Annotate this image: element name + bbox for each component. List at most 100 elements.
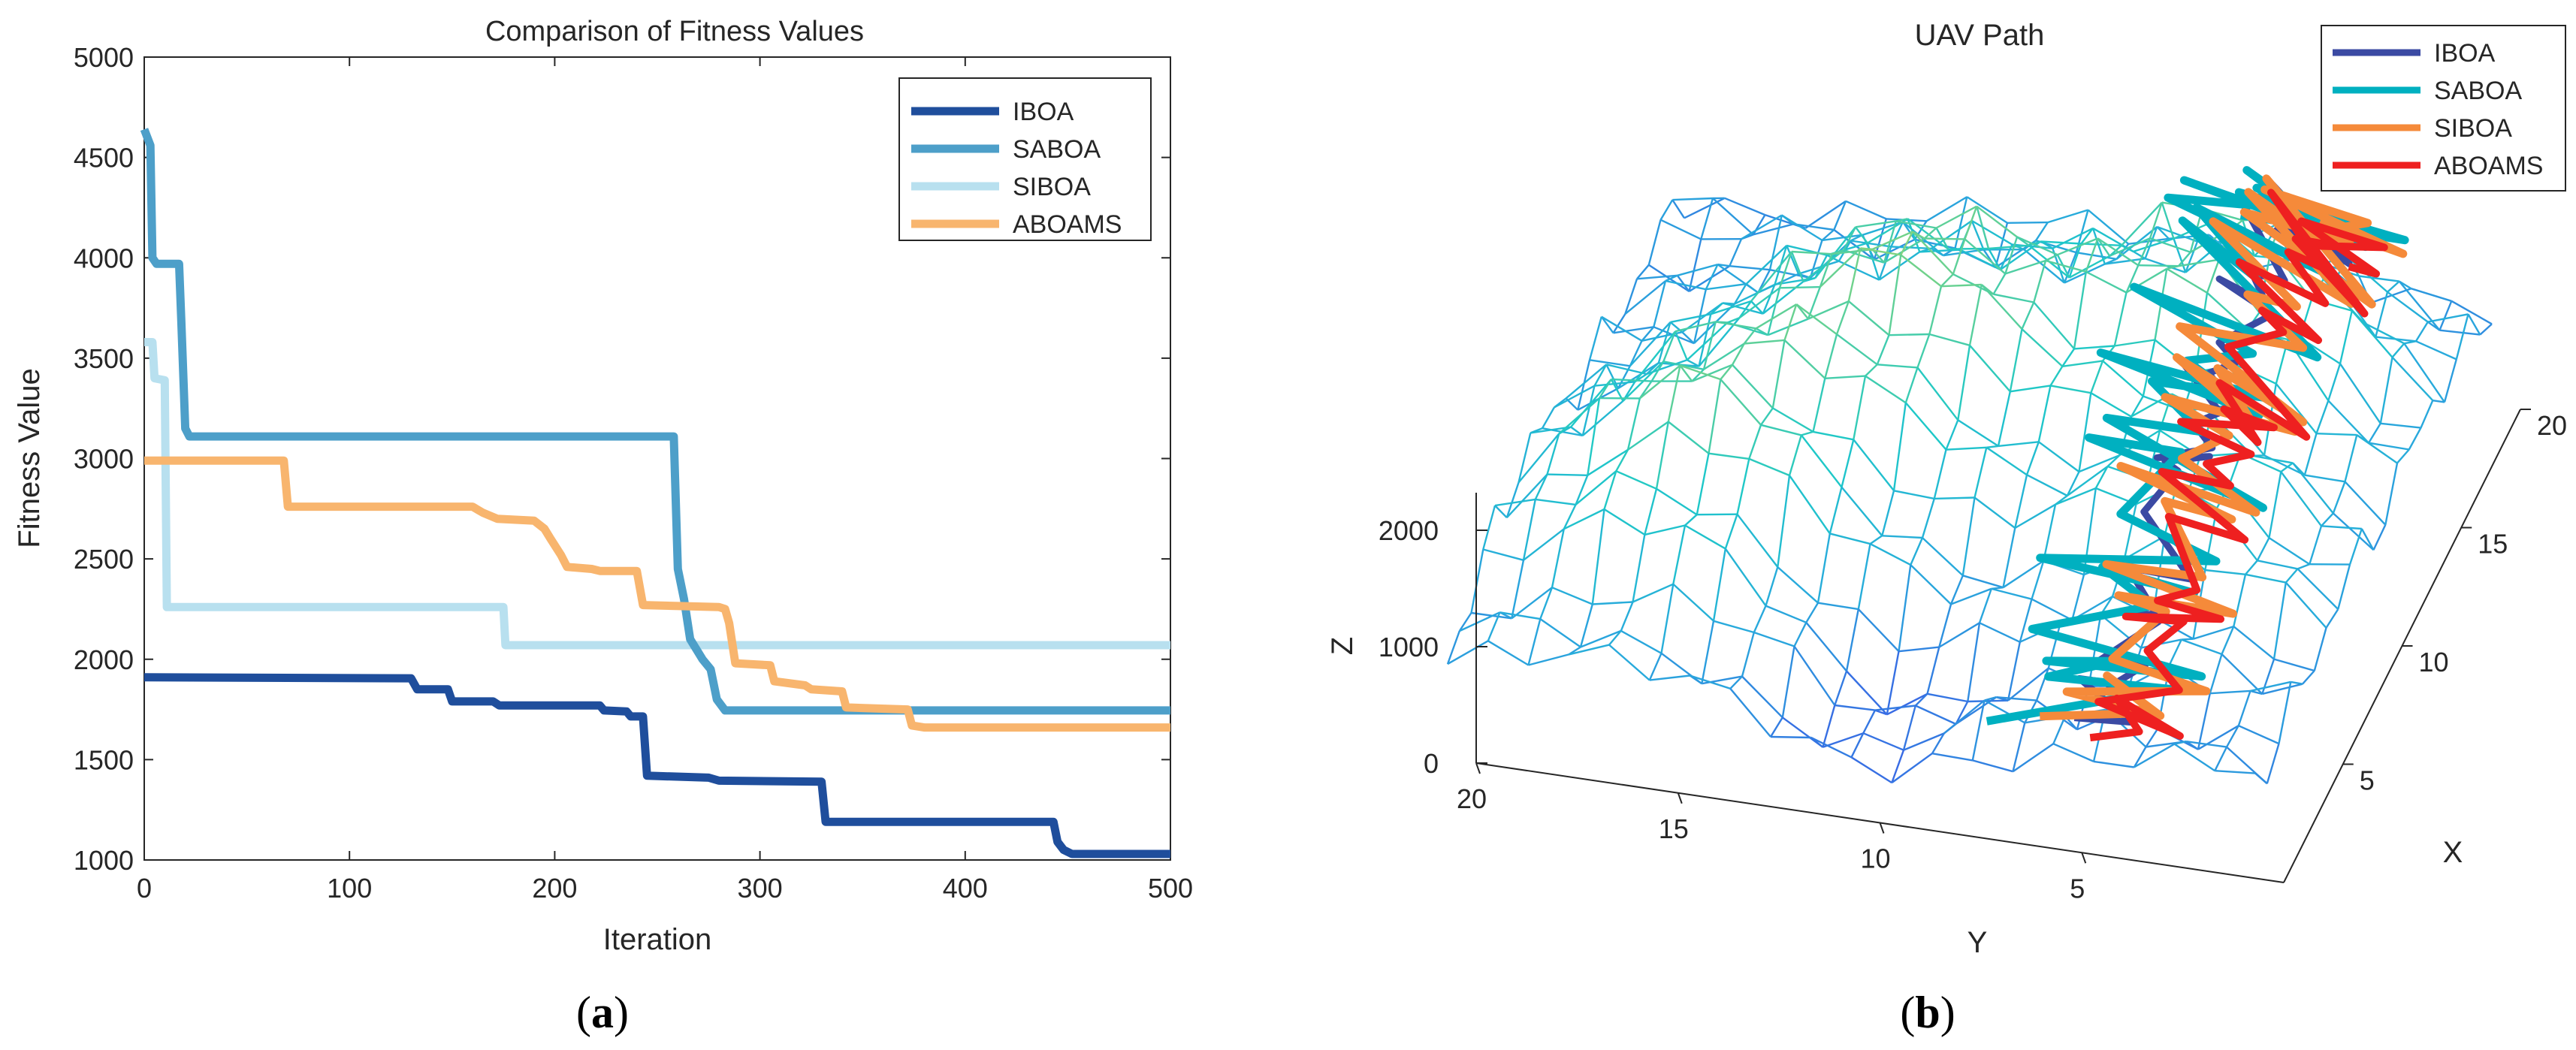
- mesh-segment: [1593, 364, 1608, 387]
- mesh-segment: [2297, 568, 2339, 610]
- mesh-segment: [1663, 361, 1705, 370]
- z-tick-label: 2000: [1379, 515, 1439, 546]
- mesh-segment: [1653, 280, 1667, 327]
- mesh-segment: [2173, 743, 2215, 772]
- x-tick-label: 0: [137, 873, 152, 904]
- y-axis-label: Y: [1967, 926, 1988, 959]
- mesh-segment: [2363, 321, 2405, 345]
- mesh-segment: [1580, 629, 1622, 648]
- x-tick-label: 200: [532, 873, 577, 904]
- mesh-segment: [1778, 251, 1792, 288]
- mesh-segment: [2113, 292, 2128, 346]
- mesh-segment: [1655, 421, 1669, 490]
- mesh-segment: [2451, 300, 2493, 325]
- mesh-segment: [2080, 228, 2094, 245]
- mesh-segment: [1829, 533, 1871, 545]
- mesh-segment: [1855, 220, 1896, 228]
- mesh-segment: [1741, 214, 1783, 240]
- mesh-segment: [1988, 244, 2029, 250]
- mesh-segment: [2130, 395, 2144, 418]
- mesh-segment: [2303, 433, 2318, 475]
- mesh-segment: [1819, 247, 1862, 288]
- mesh-segment: [1999, 244, 2013, 270]
- mesh-segment: [2185, 241, 2199, 273]
- mesh-segment: [2094, 466, 2109, 489]
- mesh-segment: [2304, 474, 2345, 483]
- mesh-segment: [2167, 265, 2179, 270]
- mesh-segment: [1710, 302, 1723, 315]
- mesh-segment: [2404, 340, 2417, 345]
- mesh-segment: [1949, 575, 1964, 605]
- mesh-segment: [1971, 219, 2013, 246]
- mesh-segment: [2134, 743, 2176, 768]
- mesh-segment: [1659, 219, 1702, 240]
- mesh-segment: [1910, 564, 1952, 605]
- mesh-segment: [2161, 202, 2175, 240]
- mesh-segment: [1841, 486, 1883, 537]
- mesh-segment: [2414, 321, 2429, 342]
- mesh-segment: [1656, 487, 1698, 516]
- mesh-segment: [1850, 756, 1892, 784]
- mesh-segment: [1505, 473, 1548, 519]
- mesh-segment: [1715, 321, 1756, 330]
- mesh-segment: [2091, 228, 2106, 264]
- mesh-segment: [1722, 302, 1764, 315]
- mesh-segment: [2291, 680, 2303, 685]
- mesh-segment: [2181, 638, 2222, 656]
- mesh-segment: [2215, 770, 2256, 774]
- mesh-segment: [2233, 574, 2247, 627]
- mesh-segment: [1888, 255, 1902, 336]
- mesh-segment: [1910, 537, 1924, 566]
- mesh-segment: [2004, 237, 2019, 274]
- mesh-segment: [1974, 447, 1988, 498]
- mesh-segment: [1676, 275, 1690, 292]
- mesh-segment: [1823, 732, 1864, 748]
- mesh-segment: [1772, 407, 1814, 433]
- mesh-segment: [2433, 400, 2445, 403]
- mesh-segment: [1684, 197, 1726, 219]
- legend-label-iboa: IBOA: [1013, 98, 1074, 126]
- mesh-segment: [1810, 736, 1853, 759]
- mesh-segment: [1675, 321, 1717, 333]
- mesh-segment: [2068, 255, 2110, 279]
- mesh-segment: [1789, 475, 1831, 535]
- mesh-segment: [1644, 488, 1658, 536]
- mesh-segment: [1853, 439, 1895, 492]
- mesh-segment: [2021, 302, 2035, 330]
- mesh-segment: [1760, 424, 1802, 436]
- mesh-segment: [1921, 498, 1935, 539]
- mesh-segment: [2205, 569, 2246, 575]
- mesh-segment: [1647, 219, 1662, 266]
- mesh-segment: [2250, 689, 2263, 695]
- mesh-segment: [2034, 222, 2049, 241]
- mesh-segment: [2439, 329, 2481, 336]
- legend-label-saboa: SABOA: [1013, 135, 1101, 164]
- mesh-segment: [1712, 198, 1754, 236]
- mesh-segment: [1459, 611, 1501, 632]
- mesh-segment: [1945, 419, 1959, 451]
- mesh-segment: [1589, 359, 1630, 367]
- legend-label-aboams: ABOAMS: [1013, 210, 1122, 239]
- mesh-segment: [2090, 392, 2132, 418]
- fitness-x-label: Iteration: [603, 923, 712, 956]
- mesh-segment: [1729, 238, 1743, 267]
- mesh-segment: [1822, 234, 1863, 242]
- mesh-segment: [1518, 433, 1560, 484]
- mesh-segment: [1743, 327, 1757, 345]
- mesh-segment: [2186, 741, 2227, 748]
- mesh-segment: [2315, 400, 2330, 434]
- mesh-segment: [1927, 692, 1968, 703]
- mesh-segment: [1865, 375, 1907, 404]
- mesh-segment: [1530, 426, 1572, 434]
- mesh-segment: [1563, 504, 1577, 530]
- mesh-segment: [1624, 280, 1666, 315]
- mesh-segment: [2168, 639, 2182, 665]
- mesh-segment: [1898, 646, 1940, 653]
- mesh-segment: [2133, 746, 2147, 768]
- mesh-segment: [1575, 470, 1617, 505]
- mesh-segment: [1914, 692, 1928, 707]
- mesh-segment: [2068, 243, 2082, 279]
- mesh-segment: [2007, 667, 2049, 702]
- mesh-segment: [1700, 198, 1714, 240]
- mesh-segment: [1629, 321, 1672, 367]
